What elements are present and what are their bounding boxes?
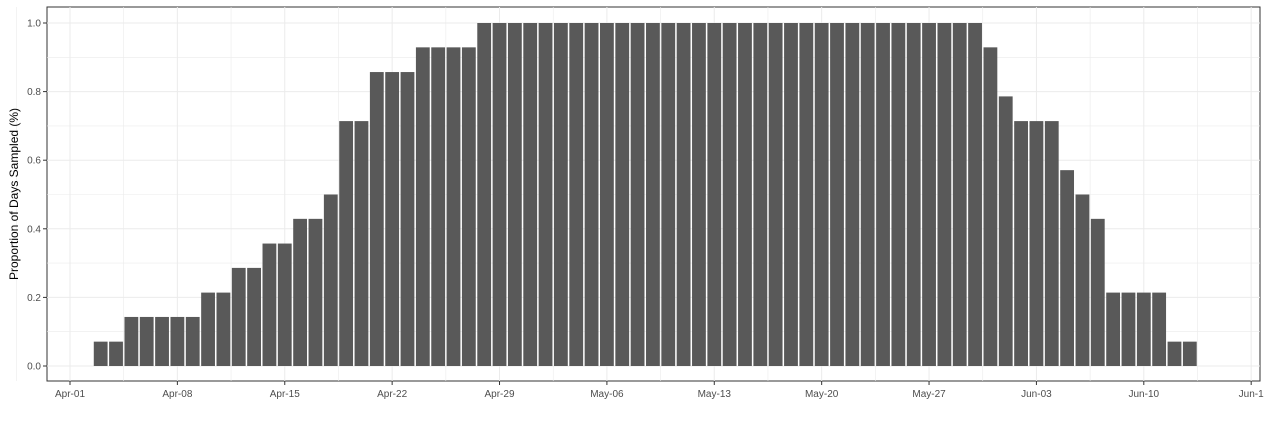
bar [170,316,185,366]
bar [1152,292,1167,366]
bar [1014,121,1028,366]
bar [753,23,768,366]
y-tick-label: 0.0 [27,362,41,373]
bar [93,341,108,366]
bar [185,316,200,366]
bar [1029,121,1044,366]
bar [1075,194,1090,366]
bar [676,23,691,366]
bar [922,23,936,366]
bar [937,23,952,366]
bar [1090,218,1105,366]
y-tick-label: 0.8 [27,87,41,98]
y-axis-title: Proportion of Days Sampled (%) [7,108,21,280]
bar [109,341,123,366]
bar [814,23,829,366]
bar [799,23,814,366]
bar [784,23,798,366]
x-tick-label: Apr-22 [377,389,407,400]
x-tick-label: Apr-15 [270,389,300,400]
x-tick-label: Apr-01 [55,389,85,400]
x-tick-label: Apr-29 [485,389,515,400]
bar [1106,292,1121,366]
x-tick-label: May-06 [590,389,624,400]
bar [661,23,676,366]
bar [247,267,261,366]
bar [768,23,783,366]
bar [523,23,538,366]
bar [707,23,722,366]
bar [968,23,982,366]
bar [738,23,752,366]
bar [845,23,860,366]
bar [538,23,553,366]
x-tick-label: Jun-1 [1239,389,1264,400]
x-tick-label: Apr-08 [162,389,192,400]
bar [860,23,875,366]
bar [201,292,215,366]
bar [216,292,231,366]
x-axis: Apr-01 Apr-08 Apr-15 Apr-22 Apr-29 May-06 May-… [55,381,1264,400]
bar [722,23,737,366]
x-tick-label: Jun-03 [1021,389,1052,400]
bar [615,23,630,366]
bar [584,23,599,366]
x-tick-label: May-20 [805,389,839,400]
bar [600,23,614,366]
bar [262,243,277,366]
y-axis: 0.0 0.2 0.4 0.6 0.8 1.0 [27,19,47,373]
x-tick-label: May-13 [698,389,732,400]
bar [507,23,522,366]
bar [339,121,354,366]
bar [385,72,400,367]
bar [139,316,154,366]
bar [1136,292,1151,366]
bar [124,316,139,366]
bar [1060,170,1075,366]
bar [906,23,921,366]
bars [93,23,1197,367]
bar [983,47,998,366]
bar [431,47,446,366]
y-tick-label: 0.2 [27,293,41,304]
bar [876,23,890,366]
bar [1182,341,1197,366]
bar [400,72,415,367]
bar [1121,292,1136,366]
bar [231,267,246,366]
bar [1167,341,1182,366]
bar [477,23,492,366]
bar [1044,121,1059,366]
bar [308,218,323,366]
bar [323,194,338,366]
bar [646,23,660,366]
bar [553,23,568,366]
y-tick-label: 0.4 [27,224,41,235]
bar [998,96,1013,367]
bar [891,23,906,366]
bar [155,316,169,366]
bar [354,121,369,366]
bar [492,23,507,366]
bar [569,23,584,366]
x-tick-label: Jun-10 [1129,389,1160,400]
bar [692,23,706,366]
x-tick-label: May-27 [912,389,946,400]
bar [277,243,292,366]
y-tick-label: 1.0 [27,19,41,30]
bar [630,23,645,366]
bar [952,23,967,366]
bar [446,47,461,366]
bar [830,23,844,366]
bar [293,218,308,366]
bar [461,47,476,366]
bar [415,47,430,366]
y-tick-label: 0.6 [27,156,41,167]
bar [369,72,384,367]
